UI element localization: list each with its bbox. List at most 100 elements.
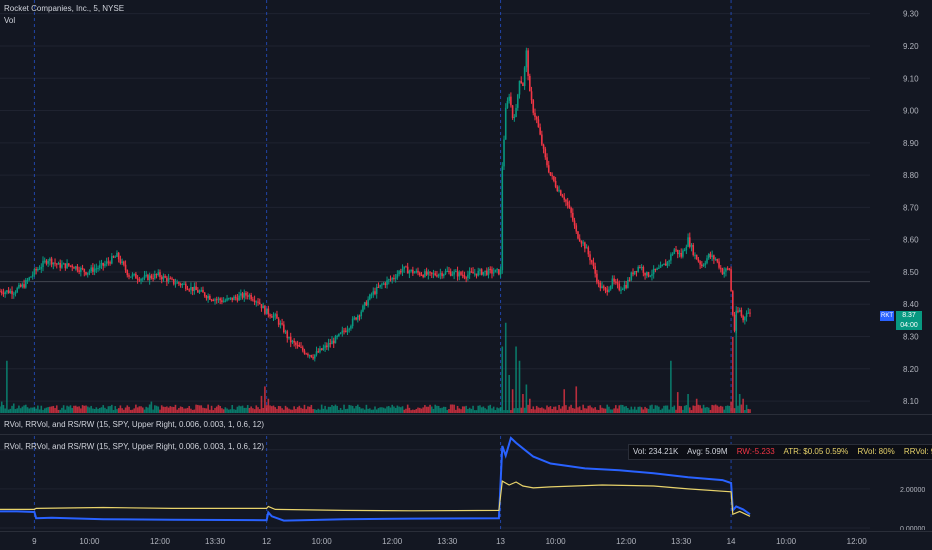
candle-body xyxy=(508,96,510,101)
volume-bar xyxy=(434,404,437,413)
candle-body xyxy=(90,267,92,272)
price-tick-label: 9.20 xyxy=(903,42,919,51)
volume-bar xyxy=(446,409,449,413)
candle-body xyxy=(467,274,469,278)
candle-body xyxy=(601,286,603,289)
candle-body xyxy=(248,295,251,297)
candle-body xyxy=(117,252,120,260)
volume-bar xyxy=(143,409,146,413)
candle-body xyxy=(644,272,646,276)
volume-bar xyxy=(40,405,43,413)
volume-bar xyxy=(240,406,242,413)
volume-bar xyxy=(88,407,91,413)
volume-bar xyxy=(283,409,285,413)
candle-body xyxy=(267,308,270,315)
volume-bar xyxy=(682,409,684,413)
candle-body xyxy=(477,270,480,276)
volume-bar xyxy=(33,406,36,413)
pane-separator[interactable] xyxy=(0,414,932,415)
candle-body xyxy=(102,262,105,266)
volume-bar xyxy=(473,410,476,413)
candle-body xyxy=(721,268,724,275)
volume-bar xyxy=(59,409,62,413)
volume-bar xyxy=(704,407,707,413)
time-axis[interactable]: 9 10:00 12:00 13:30 12 10:00 12:00 13:30 13 10:00… xyxy=(0,532,932,550)
candle-body xyxy=(506,100,509,108)
volume-bar xyxy=(35,408,37,413)
volume-bar xyxy=(420,408,423,413)
candle-body xyxy=(59,262,62,268)
candle-body xyxy=(331,340,333,345)
candle-body xyxy=(197,290,199,293)
volume-bar xyxy=(250,406,252,413)
candle-body xyxy=(468,271,471,275)
candle-body xyxy=(673,249,676,254)
volume-bar xyxy=(738,394,741,413)
candle-body xyxy=(590,260,593,263)
candle-body xyxy=(135,273,137,279)
time-tick-label: 14 xyxy=(727,537,736,546)
volume-bar xyxy=(384,408,387,413)
volume-bar xyxy=(486,409,488,413)
candle-body xyxy=(424,271,426,277)
candle-body xyxy=(159,272,161,278)
candle-body xyxy=(599,282,602,289)
candle-body xyxy=(470,271,473,273)
volume-bar xyxy=(260,395,263,413)
candle-body xyxy=(382,283,385,285)
candle-body xyxy=(733,314,736,331)
volume-bar xyxy=(12,403,15,413)
volume-bar xyxy=(68,406,70,413)
volume-bar xyxy=(484,408,486,413)
volume-bar xyxy=(276,408,278,413)
volume-bar xyxy=(133,408,135,413)
vol-label: Vol xyxy=(4,16,16,25)
candle-body xyxy=(659,265,662,268)
candle-body xyxy=(229,297,232,299)
candle-body xyxy=(49,258,51,261)
candle-body xyxy=(580,241,583,244)
volume-bar xyxy=(547,407,550,413)
volume-bar xyxy=(523,407,526,413)
volume-bar xyxy=(520,407,523,413)
candle-body xyxy=(578,238,581,242)
volume-bar xyxy=(594,407,596,413)
candle-body xyxy=(369,294,371,300)
volume-bar xyxy=(673,405,676,413)
volume-bar xyxy=(312,409,314,413)
candle-body xyxy=(183,283,185,285)
volume-bar xyxy=(683,405,686,413)
volume-bar xyxy=(71,408,74,413)
pane-separator[interactable] xyxy=(0,434,932,435)
price-pane[interactable]: 9.30 9.20 9.10 9.00 8.90 8.80 8.70 8.60 8.50 8.40… xyxy=(0,0,932,414)
volume-bar xyxy=(2,404,5,413)
candle-body xyxy=(666,261,669,266)
candle-body xyxy=(6,290,8,292)
volume-bar xyxy=(215,406,218,413)
volume-bar xyxy=(300,407,302,413)
candle-body xyxy=(379,284,381,287)
volume-bar xyxy=(645,408,648,413)
candle-body xyxy=(726,268,729,270)
candle-body xyxy=(313,354,316,359)
series-line-rrvol xyxy=(0,480,751,517)
candle-body xyxy=(45,260,48,264)
volume-bar xyxy=(197,404,199,413)
candle-body xyxy=(611,278,614,286)
candle-body xyxy=(360,311,363,317)
volume-bar xyxy=(69,405,72,413)
candle-body xyxy=(484,270,486,272)
candle-body xyxy=(274,314,277,316)
volume-bar xyxy=(659,409,662,413)
candle-body xyxy=(547,165,550,173)
candle-body xyxy=(222,301,225,303)
candle-body xyxy=(675,249,677,251)
volume-bar xyxy=(735,327,738,413)
price-chart[interactable]: 9.30 9.20 9.10 9.00 8.90 8.80 8.70 8.60 8.50 8.40… xyxy=(0,0,932,414)
volume-bar xyxy=(542,408,545,413)
volume-bar xyxy=(54,408,56,413)
volume-bar xyxy=(702,404,705,413)
volume-bar xyxy=(174,404,177,413)
